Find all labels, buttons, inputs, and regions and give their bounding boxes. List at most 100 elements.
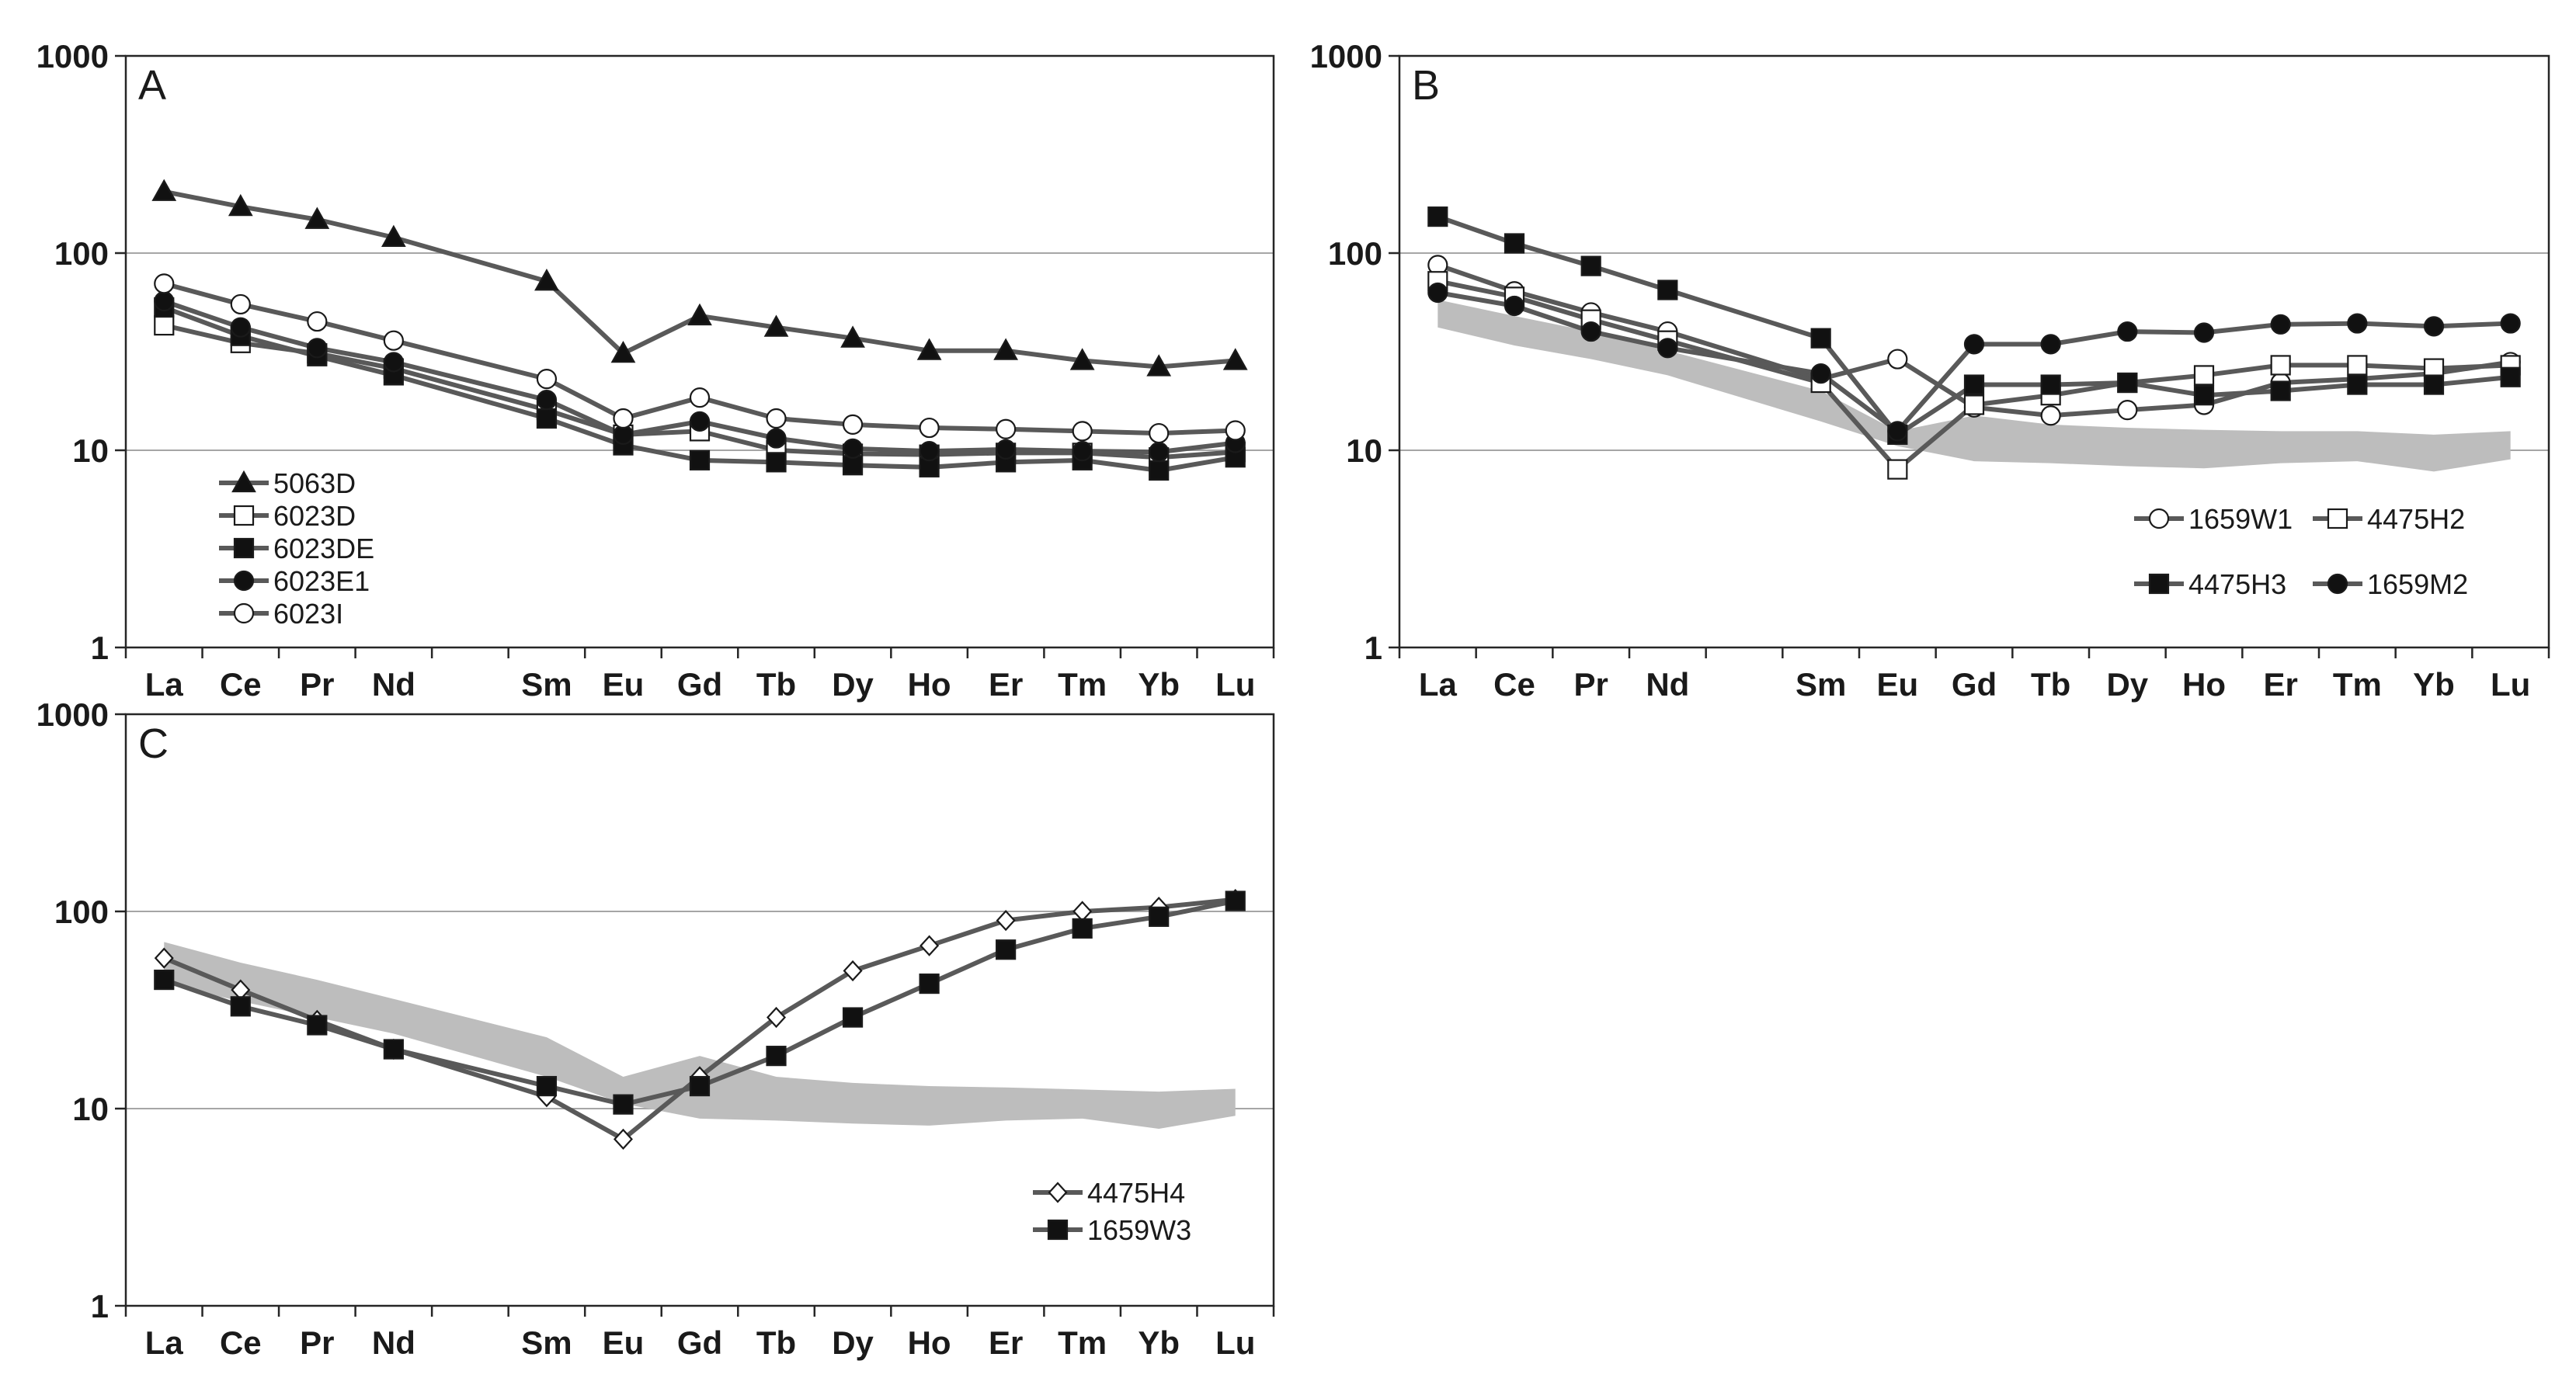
data-point-4475h3 (1580, 255, 1601, 276)
panel-c: 1 10 100 1000 La Ce Pr Nd Sm Eu Gd Tb Dy Ho Er Tm Yb Lu C 4… (37, 696, 1275, 1361)
plot-frame (124, 713, 1275, 1307)
x-tick-label-dy: Dy (832, 1324, 874, 1361)
data-point-1659m2 (2423, 316, 2445, 337)
y-tick-label: 100 (54, 894, 109, 930)
panel-label: A (138, 62, 166, 109)
x-tick-label-sm: Sm (521, 1324, 572, 1361)
y-tick-label: 1000 (37, 696, 109, 733)
series-line-5063d (163, 189, 1236, 370)
x-tick-label-er: Er (2263, 666, 2297, 703)
data-point-6023e1 (383, 352, 404, 373)
data-point-6023i (689, 387, 711, 408)
data-point-4475h2 (2347, 355, 2368, 376)
plot-frame (124, 54, 1275, 649)
data-point-4475h2 (2193, 365, 2215, 386)
data-point-1659m2 (2040, 334, 2061, 355)
panel-label: B (1412, 62, 1440, 109)
data-point-6023i (1072, 421, 1093, 442)
data-point-5063d (1222, 348, 1248, 370)
legend-label-6023i: 6023I (273, 598, 343, 630)
data-point-4475h4 (1072, 901, 1093, 922)
data-point-1659m2 (1580, 321, 1601, 342)
legend-marker-1659m2 (2327, 573, 2348, 595)
data-point-4475h3 (1427, 206, 1448, 227)
data-point-1659w3 (230, 996, 251, 1017)
data-point-1659w3 (1225, 890, 1246, 911)
x-tick-label-eu: Eu (603, 666, 645, 703)
y-tick-label: 100 (1328, 235, 1382, 272)
x-tick-label-gd: Gd (1952, 666, 1997, 703)
x-tick-label-la: La (1419, 666, 1458, 703)
data-point-6023i (613, 408, 634, 429)
data-point-1659w3 (536, 1075, 558, 1097)
legend-label-4475h3: 4475H3 (2188, 568, 2286, 600)
series-line-4475h2 (1437, 279, 2511, 472)
data-point-1659w3 (996, 939, 1017, 960)
legend-marker-6023d (233, 505, 255, 526)
data-point-6023i (536, 369, 558, 390)
x-tick-label-nd: Nd (1646, 666, 1689, 703)
data-point-1659m2 (1963, 334, 1985, 355)
y-tick-label: 1000 (37, 38, 109, 75)
data-point-5063d (840, 325, 865, 348)
data-point-4475h4 (154, 947, 174, 969)
series-line-6023de (163, 305, 1236, 474)
data-point-1659m2 (2500, 313, 2521, 334)
data-point-4475h3 (1657, 279, 1678, 300)
x-tick-label-lu: Lu (1215, 666, 1255, 703)
y-tick-label: 100 (54, 235, 109, 272)
legend: 1659W1 4475H2 4475H3 1659M2 (2134, 503, 2468, 600)
data-point-1659m2 (2117, 321, 2138, 342)
legend: 4475H4 1659W3 (1033, 1177, 1191, 1246)
series-line-4475h3 (1437, 214, 2511, 437)
series-line-1659m2 (1437, 290, 2511, 434)
data-point-1659w3 (919, 973, 940, 994)
data-point-5063d (763, 314, 789, 337)
data-point-1659m2 (1427, 282, 1448, 304)
data-point-5063d (381, 224, 406, 247)
data-point-5063d (304, 207, 330, 229)
y-tick-label: 1000 (1310, 38, 1382, 75)
x-tick-label-la: La (145, 1324, 184, 1361)
data-point-6023de (766, 452, 787, 473)
data-point-5063d (1069, 348, 1095, 370)
y-tick-label: 1 (1364, 630, 1382, 666)
x-tick-label-ho: Ho (908, 666, 951, 703)
x-tick-label-yb: Yb (1138, 1324, 1180, 1361)
data-point-5063d (687, 303, 712, 326)
data-point-6023i (230, 293, 251, 315)
data-point-1659m2 (1504, 295, 1525, 317)
legend-label-6023de: 6023DE (273, 533, 374, 564)
data-point-6023i (996, 418, 1017, 439)
data-point-1659w3 (154, 969, 175, 991)
data-point-1659w1 (2040, 405, 2061, 426)
x-tick-label-gd: Gd (677, 1324, 722, 1361)
data-point-6023de (1149, 460, 1170, 481)
data-point-6023de (536, 408, 558, 429)
x-tick-label-sm: Sm (1796, 666, 1846, 703)
x-tick-label-tm: Tm (2333, 666, 2382, 703)
data-point-4475h4 (843, 960, 863, 982)
legend-label-1659m2: 1659M2 (2367, 568, 2468, 600)
legend-label-1659w3: 1659W3 (1087, 1214, 1191, 1246)
data-point-4475h3 (2423, 374, 2445, 395)
x-tick-label-er: Er (989, 666, 1023, 703)
data-point-6023i (766, 408, 787, 429)
data-point-6023e1 (689, 411, 711, 432)
data-point-6023i (1149, 422, 1170, 444)
x-tick-label-la: La (145, 666, 184, 703)
data-point-5063d (993, 338, 1019, 360)
data-point-1659m2 (1657, 338, 1678, 359)
data-point-4475h3 (1810, 328, 1831, 349)
data-point-6023e1 (1072, 441, 1093, 462)
data-point-1659w1 (1887, 349, 1908, 370)
x-tick-label-ho: Ho (2182, 666, 2226, 703)
data-point-4475h3 (2117, 372, 2138, 394)
series-line-6023e1 (163, 299, 1236, 455)
x-tick-label-eu: Eu (603, 1324, 645, 1361)
legend-marker-6023e1 (233, 570, 255, 592)
x-tick-label-nd: Nd (372, 1324, 415, 1361)
data-point-4475h4 (767, 1006, 787, 1029)
x-tick-label-dy: Dy (2106, 666, 2148, 703)
